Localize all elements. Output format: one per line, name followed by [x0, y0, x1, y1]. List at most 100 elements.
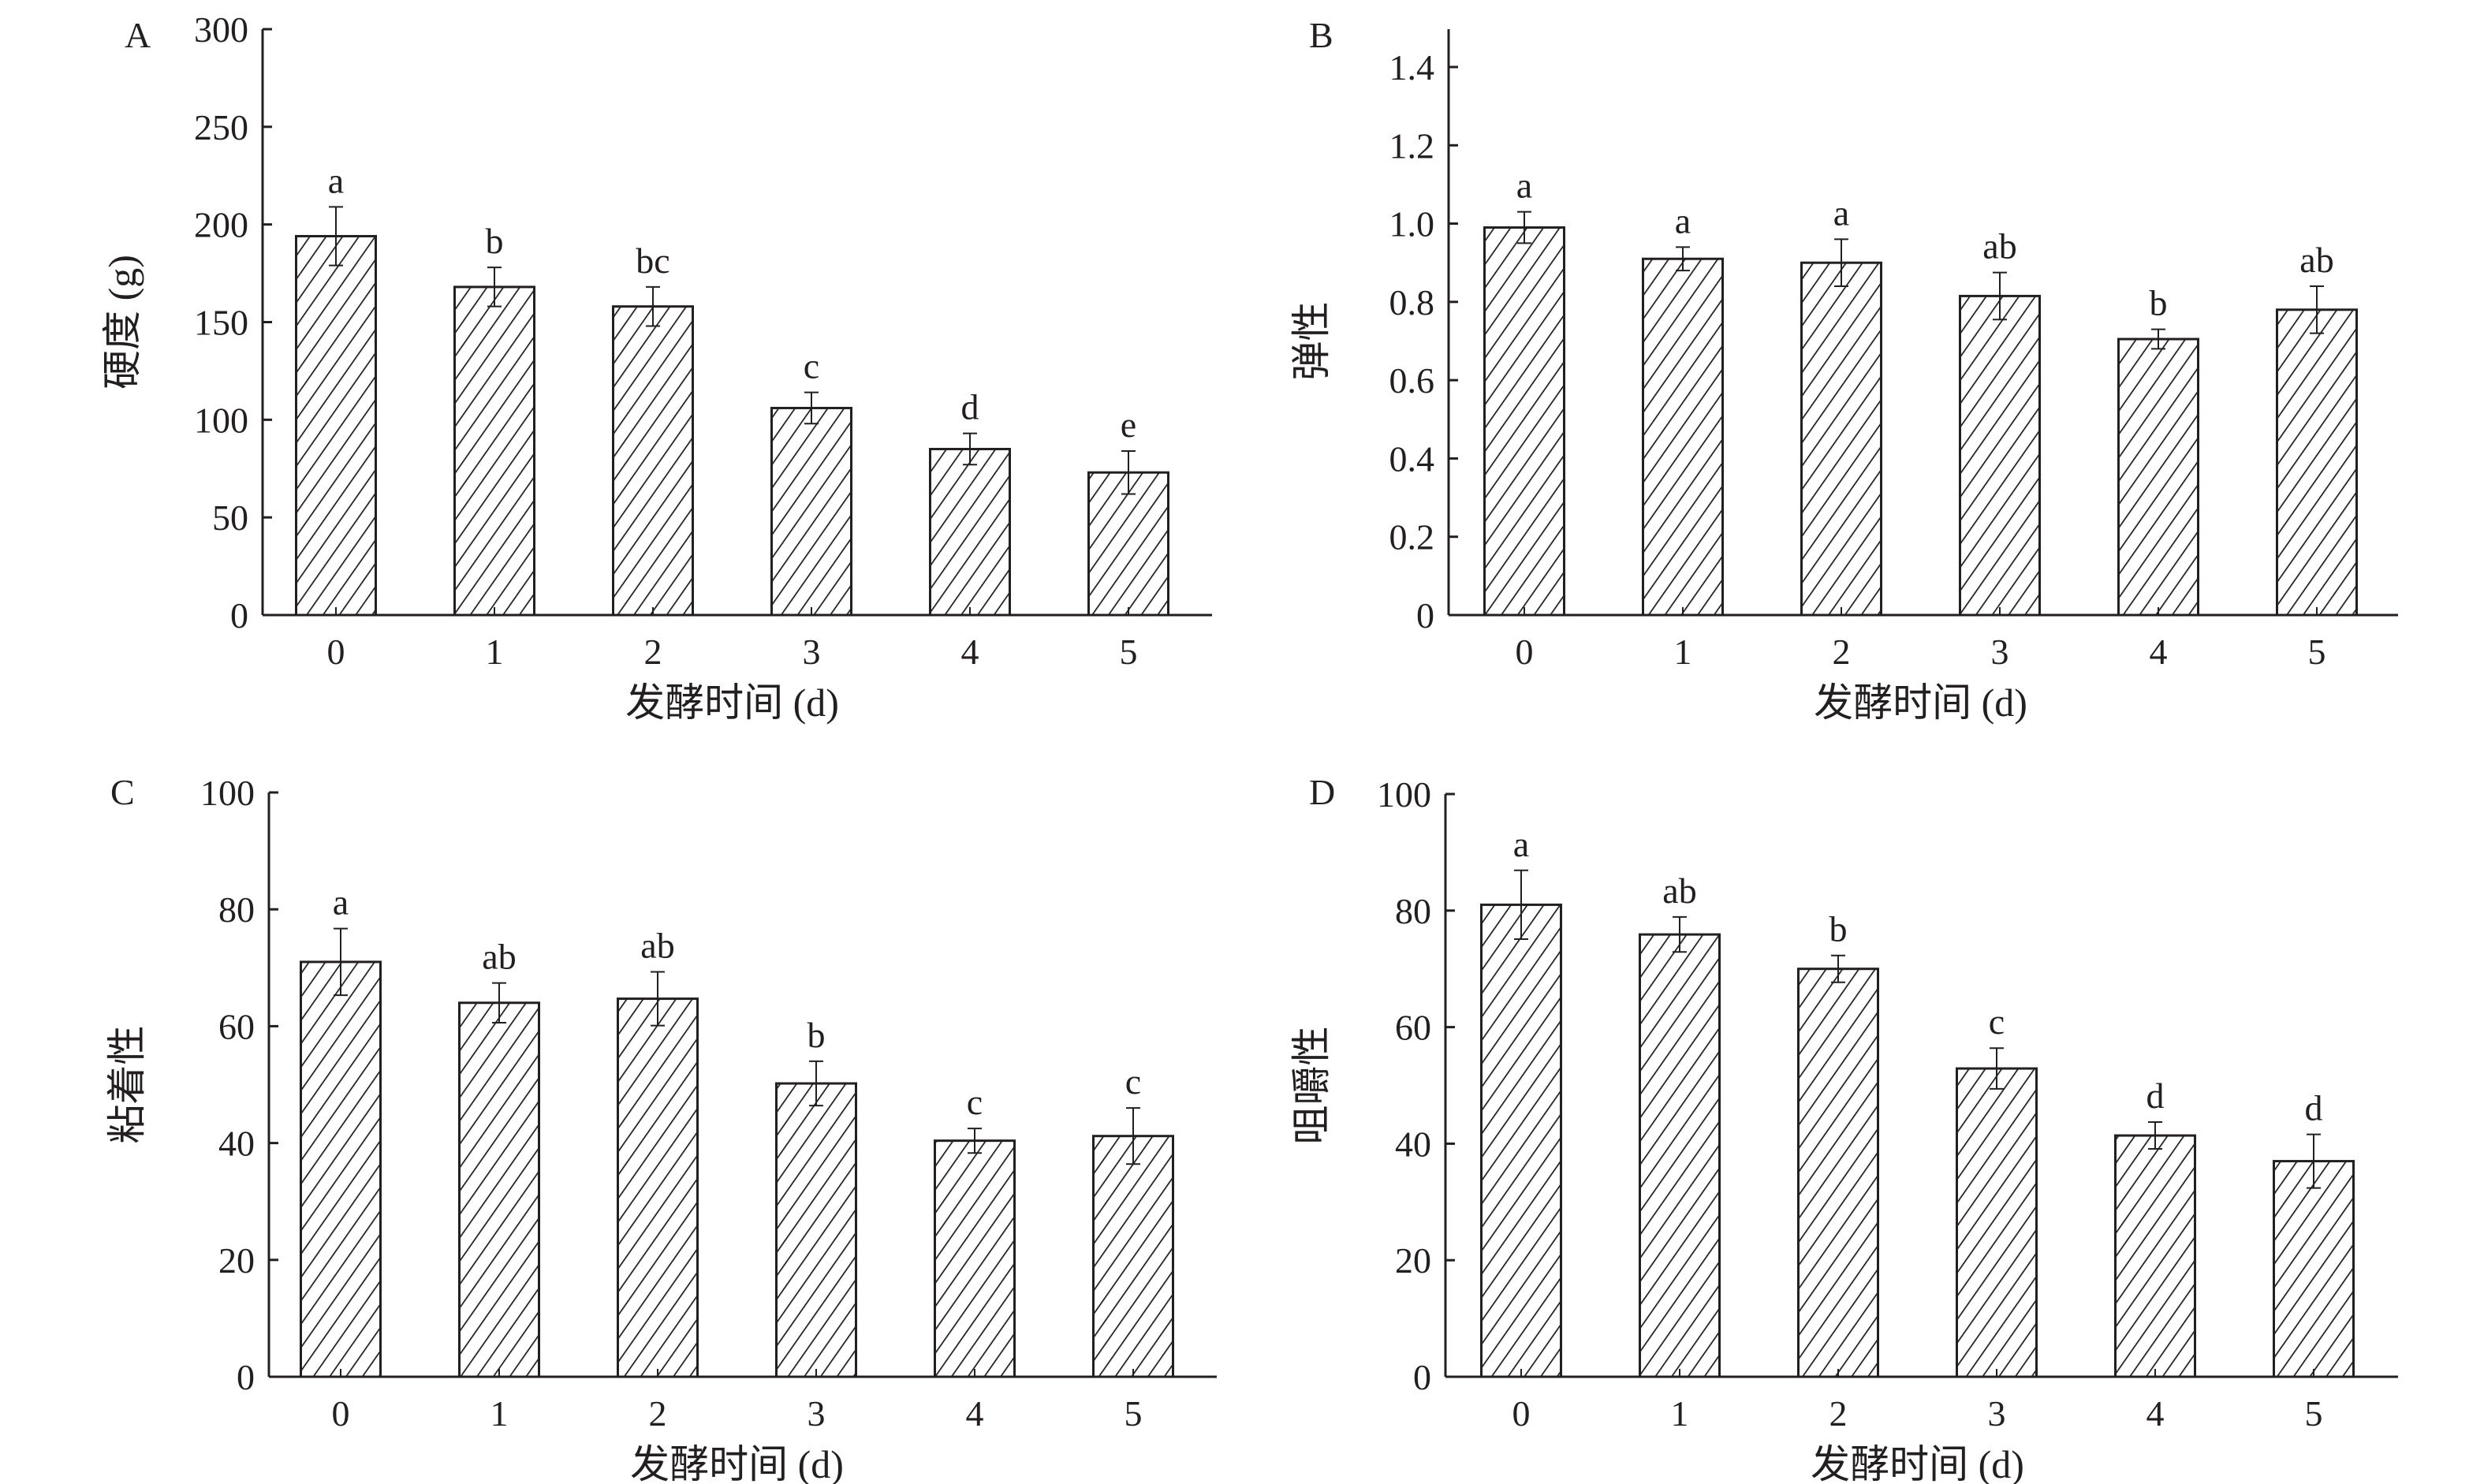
y-tick-label: 1.2: [1389, 125, 1435, 166]
y-tick-label: 80: [218, 889, 255, 930]
bar-2: [1800, 261, 1882, 617]
x-tick-label: 1: [1671, 1393, 1689, 1434]
bar-1: [453, 285, 535, 617]
panel-d: D 0 20 40 60 80 100 a 0 ab 1 b 2 c 3 d 4 d 5 发酵时间 (d) 咀嚼性: [1289, 772, 2398, 1484]
x-tick-label: 1: [1674, 632, 1692, 672]
x-axis-label: 发酵时间 (d): [1811, 1442, 2024, 1484]
x-tick-label: 4: [966, 1393, 984, 1434]
significance-letter: ab: [2299, 240, 2333, 280]
significance-letter: c: [1989, 1001, 2005, 1042]
y-tick-label: 40: [1395, 1124, 1431, 1164]
x-axis-label: 发酵时间 (d): [625, 680, 839, 725]
y-tick-label: 60: [1395, 1008, 1431, 1048]
x-tick-label: 2: [1829, 1393, 1848, 1434]
significance-letter: a: [1516, 166, 1532, 206]
bar-2: [617, 997, 699, 1378]
x-tick-label: 3: [807, 1393, 826, 1434]
significance-letter: ab: [1662, 871, 1696, 911]
bar-1: [1642, 257, 1724, 617]
x-tick-label: 2: [644, 632, 662, 672]
x-tick-label: 5: [1120, 632, 1138, 672]
y-tick-label: 40: [218, 1124, 255, 1164]
bar-0: [300, 960, 382, 1378]
x-tick-label: 0: [327, 632, 345, 672]
significance-letter: a: [1513, 824, 1529, 864]
significance-letter: a: [1675, 200, 1691, 240]
significance-letter: bc: [636, 240, 669, 281]
significance-letter: b: [2150, 283, 2168, 323]
x-axis-label: 发酵时间 (d): [630, 1442, 844, 1484]
bar-3: [1959, 294, 2041, 617]
significance-letter: d: [2146, 1076, 2165, 1116]
y-tick-label: 20: [218, 1240, 255, 1281]
panel-a: A 0 50 100 150 200 250 300 a 0 b 1 bc 2 c 3 d 4 e 5 发酵时间 (d)…: [100, 9, 1212, 725]
significance-letter: b: [486, 221, 504, 261]
significance-letter: a: [1833, 192, 1849, 233]
significance-letter: e: [1121, 405, 1136, 445]
significance-letter: c: [967, 1082, 983, 1122]
bar-5: [2273, 1160, 2355, 1378]
y-axis-label: 粘着性: [105, 1026, 149, 1144]
panel-label: D: [1309, 772, 1335, 812]
bar-4: [2114, 1134, 2196, 1378]
bar-4: [2117, 337, 2199, 617]
y-tick-label: 50: [212, 498, 248, 538]
y-tick-label: 80: [1395, 891, 1431, 931]
y-tick-label: 0: [237, 1357, 255, 1397]
y-tick-label: 0: [1413, 1357, 1431, 1397]
y-tick-label: 250: [194, 107, 248, 147]
y-axis-label: 咀嚼性: [1289, 1027, 1333, 1145]
y-tick-label: 100: [1377, 774, 1431, 815]
bar-3: [1956, 1067, 2038, 1378]
x-tick-label: 5: [1125, 1393, 1143, 1434]
bar-5: [2276, 308, 2358, 617]
y-tick-label: 0: [230, 595, 248, 636]
y-tick-label: 60: [218, 1006, 255, 1046]
y-axis-label: 弹性: [1289, 302, 1333, 381]
y-tick-label: 0.8: [1389, 282, 1435, 323]
y-tick-label: 0.4: [1389, 438, 1435, 479]
bar-1: [1639, 933, 1721, 1378]
y-tick-label: 1.4: [1389, 47, 1435, 88]
x-tick-label: 5: [2305, 1393, 2323, 1434]
bar-4: [934, 1139, 1016, 1378]
bar-2: [1797, 968, 1879, 1378]
significance-letter: b: [807, 1015, 826, 1055]
x-tick-label: 1: [490, 1393, 509, 1434]
y-tick-label: 0.6: [1389, 360, 1435, 401]
significance-letter: ab: [1982, 226, 2016, 267]
x-tick-label: 1: [486, 632, 504, 672]
x-tick-label: 4: [961, 632, 979, 672]
significance-letter: b: [1829, 909, 1848, 949]
x-tick-label: 5: [2308, 632, 2326, 672]
y-tick-label: 1.0: [1389, 204, 1435, 244]
significance-letter: d: [961, 387, 979, 427]
bar-5: [1092, 1135, 1174, 1378]
bar-4: [929, 447, 1011, 617]
y-tick-label: 100: [194, 400, 248, 440]
x-axis-label: 发酵时间 (d): [1814, 680, 2027, 725]
significance-letter: a: [333, 882, 349, 923]
significance-letter: c: [804, 346, 819, 386]
y-tick-label: 100: [200, 773, 255, 813]
x-tick-label: 2: [649, 1393, 667, 1434]
x-tick-label: 0: [1516, 632, 1534, 672]
x-tick-label: 3: [1991, 632, 2009, 672]
significance-letter: a: [328, 160, 344, 200]
y-tick-label: 0: [1416, 595, 1434, 636]
y-tick-label: 200: [194, 205, 248, 245]
significance-letter: ab: [640, 925, 674, 965]
significance-letter: c: [1125, 1061, 1141, 1102]
panel-c: C 0 20 40 60 80 100 a 0 ab 1 ab 2 b 3 c 4 c 5 发酵时间 (d) 粘着性: [105, 772, 1217, 1484]
significance-letter: d: [2305, 1088, 2323, 1128]
y-tick-label: 300: [194, 9, 248, 50]
y-axis-label: 硬度 (g): [100, 255, 144, 390]
x-tick-label: 4: [2146, 1393, 2165, 1434]
x-tick-label: 3: [1988, 1393, 2006, 1434]
y-tick-label: 150: [194, 303, 248, 343]
bar-5: [1087, 471, 1169, 617]
y-tick-label: 20: [1395, 1240, 1431, 1281]
bar-3: [770, 406, 852, 617]
x-tick-label: 3: [803, 632, 821, 672]
